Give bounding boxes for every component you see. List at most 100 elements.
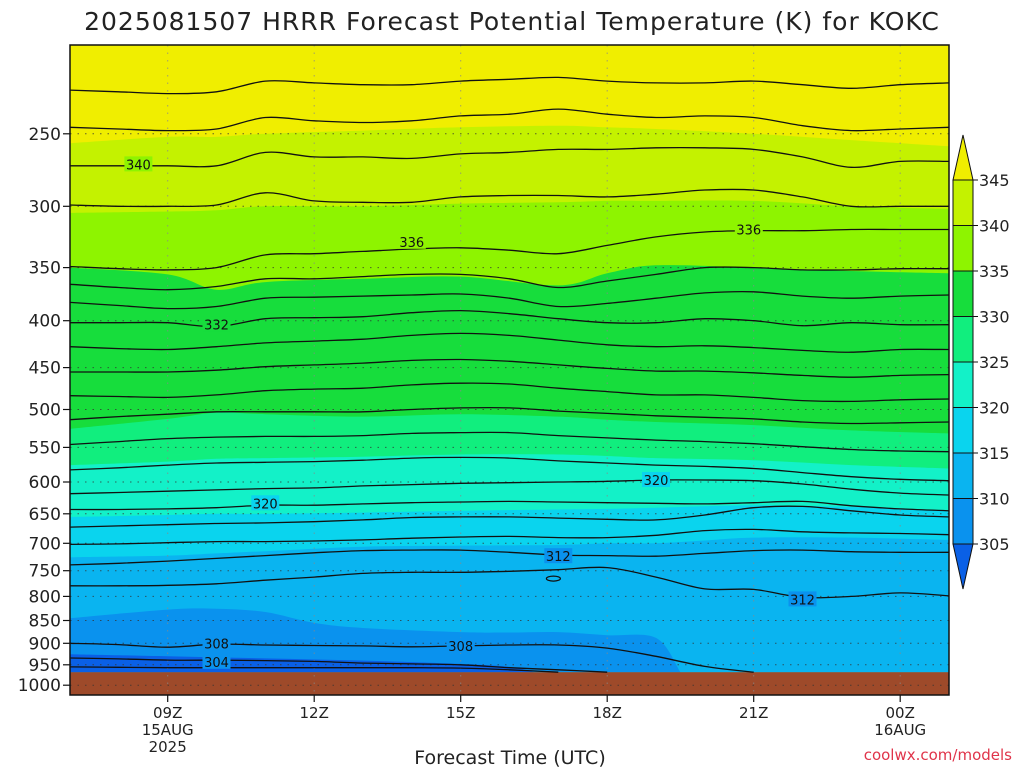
y-tick-label: 700 <box>29 534 61 554</box>
temperature-fill-layer <box>70 45 949 695</box>
y-tick-label: 600 <box>29 473 61 493</box>
colorbar-extend-bottom <box>952 543 974 590</box>
x-tick-label: 12Z <box>300 704 329 722</box>
contour-label: 304 <box>204 656 229 671</box>
colorbar-segment <box>952 270 974 317</box>
isentrope-contour <box>70 382 949 403</box>
isentrope-contour <box>70 147 949 168</box>
colorbar-label: 335 <box>979 262 1010 281</box>
isentrope-contour <box>70 431 949 453</box>
x-tick-date-label: 16AUG <box>874 721 926 739</box>
y-tick-label: 300 <box>29 197 61 217</box>
colorbar-segment <box>952 452 974 499</box>
contour-label-layer: 340 336 336 332 320 320 312 312 308 308 304 <box>124 156 817 671</box>
y-tick-label: 350 <box>29 259 61 279</box>
isentrope-contour <box>70 358 949 378</box>
x-tick-label: 21Z <box>739 704 768 722</box>
plot-frame <box>69 44 950 696</box>
contour-label: 336 <box>399 236 424 251</box>
contour-label: 312 <box>790 593 815 608</box>
y-tick-label: 950 <box>29 656 61 676</box>
isentrope-contour <box>70 657 608 673</box>
contour-label: 332 <box>204 319 229 334</box>
isentrope-contour <box>70 332 949 353</box>
colorbar-label: 305 <box>979 535 1010 554</box>
isentrope-contour <box>70 290 949 310</box>
x-tick-label: 09Z <box>153 704 182 722</box>
isentrope-contour <box>70 505 949 528</box>
x-tick-label: 18Z <box>593 704 622 722</box>
x-tick-label: 15Z <box>446 704 475 722</box>
isentrope-contour <box>70 456 949 482</box>
y-tick-label: 800 <box>29 587 61 607</box>
contour-label-background <box>251 495 280 511</box>
contour-label-background <box>788 591 817 607</box>
contour-label-background <box>202 653 231 669</box>
x-axis-label: Forecast Time (UTC) <box>414 747 605 768</box>
x-tick-label: 00Z <box>886 704 915 722</box>
colorbar-segment <box>952 316 974 363</box>
contour-label: 312 <box>546 550 571 565</box>
isentrope-contour <box>70 642 754 673</box>
isentrope-contour <box>70 188 949 208</box>
contour-label: 320 <box>644 474 669 489</box>
colorbar-label: 330 <box>979 308 1010 327</box>
isentrope-contour <box>70 76 949 95</box>
contour-label-background <box>544 548 573 564</box>
isentrope-contour <box>70 528 949 546</box>
y-tick-label: 900 <box>29 634 61 654</box>
isentrope-contour <box>70 266 949 291</box>
y-tick-label: 1000 <box>18 676 61 696</box>
colorbar-segment <box>952 179 974 226</box>
contour-label-background <box>397 233 426 249</box>
contour-label-background <box>124 156 153 172</box>
y-tick-label: 750 <box>29 562 61 582</box>
isentrope-contour <box>70 500 949 512</box>
y-tick-label: 450 <box>29 359 61 379</box>
colorbar-segment <box>952 407 974 454</box>
isentrope-contour <box>70 406 949 425</box>
closed-contour <box>545 575 562 582</box>
y-tick-label: 500 <box>29 401 61 421</box>
isentrope-contour <box>70 108 949 132</box>
colorbar-label: 340 <box>979 217 1010 236</box>
colorbar-label: 345 <box>979 171 1010 190</box>
contour-label-background <box>734 221 763 237</box>
isentrope-contour <box>70 228 949 271</box>
x-tick-date-label: 2025 <box>149 738 187 756</box>
y-tick-label: 650 <box>29 505 61 525</box>
plot-area <box>70 45 949 695</box>
y-tick-label: 250 <box>29 125 61 145</box>
contour-label: 308 <box>204 637 229 652</box>
ground-below-surface <box>70 672 949 695</box>
contour-label: 336 <box>736 224 761 239</box>
contour-label: 308 <box>448 640 473 655</box>
contour-label-background <box>446 637 475 653</box>
colorbar-segment <box>952 225 974 272</box>
colorbar-label: 320 <box>979 399 1010 418</box>
contour-label-background <box>202 316 231 332</box>
isentrope-contour <box>70 549 949 566</box>
colorbar-label: 310 <box>979 490 1010 509</box>
contour-label-background <box>642 472 670 487</box>
chart-title: 2025081507 HRRR Forecast Potential Tempe… <box>84 7 940 36</box>
y-tick-label: 400 <box>29 312 61 332</box>
y-tick-label: 550 <box>29 438 61 458</box>
contour-label: 340 <box>126 158 151 173</box>
colorbar: 345 340 335 330 325 320 315 310 305 <box>952 134 1010 590</box>
contour-label-background <box>202 635 231 651</box>
y-tick-label: 850 <box>29 612 61 632</box>
colorbar-label: 325 <box>979 353 1010 372</box>
isentrope-contour <box>70 479 949 496</box>
colorbar-segment <box>952 498 974 545</box>
credit-text: coolwx.com/models <box>864 746 1012 764</box>
x-tick-date-label: 15AUG <box>142 721 194 739</box>
y-axis: 2503003504004505005506006507007508008509… <box>18 125 70 696</box>
isentrope-contour <box>70 666 559 673</box>
colorbar-extend-top <box>952 134 974 181</box>
colorbar-label: 315 <box>979 444 1010 463</box>
colorbar-segment <box>952 361 974 408</box>
contour-label: 320 <box>253 497 278 512</box>
